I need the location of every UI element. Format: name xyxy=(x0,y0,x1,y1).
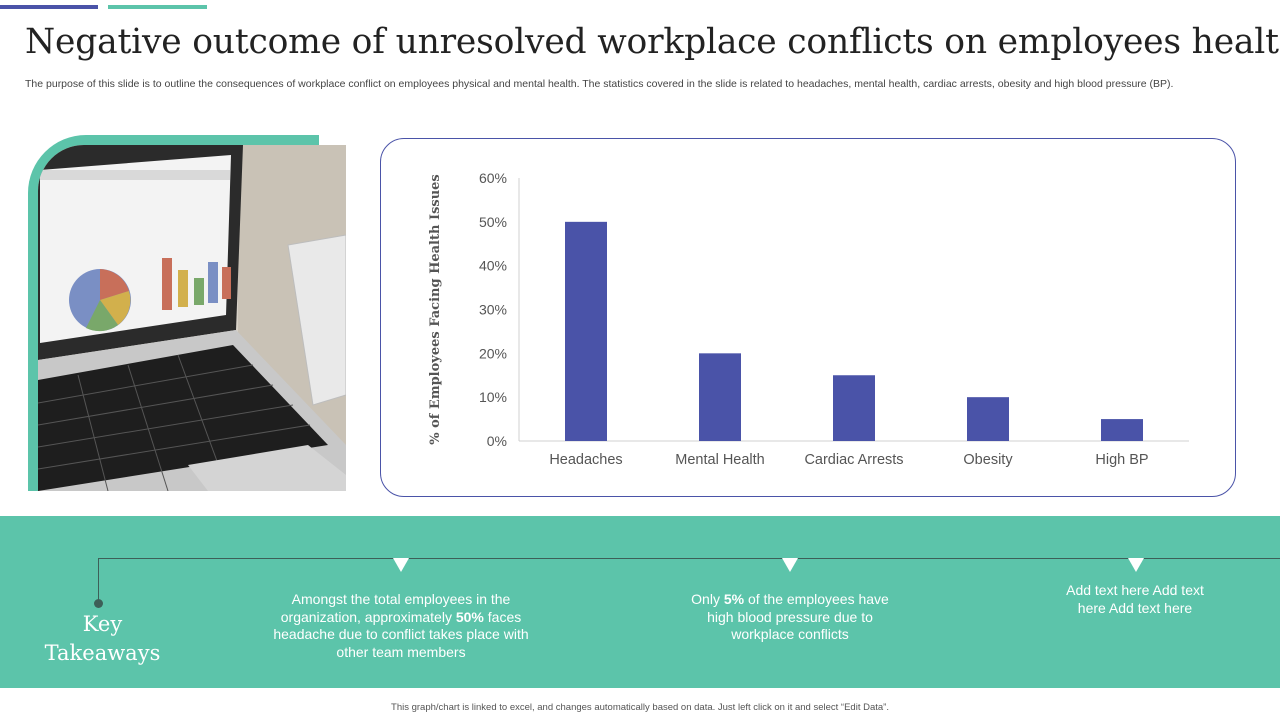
top-accent-line-blue xyxy=(0,5,98,9)
y-tick-label: 40% xyxy=(479,258,507,274)
takeaway-2: Only 5% of the employees have high blood… xyxy=(691,591,889,642)
takeaway-1: Amongst the total employees in the organ… xyxy=(273,591,529,660)
x-tick-label: Mental Health xyxy=(675,452,764,468)
y-tick-label: 10% xyxy=(479,389,507,405)
timeline-dot xyxy=(94,599,103,608)
y-tick-label: 30% xyxy=(479,302,507,318)
footer-note: This graph/chart is linked to excel, and… xyxy=(391,702,889,713)
y-tick-label: 0% xyxy=(487,433,507,449)
timeline-line xyxy=(98,558,1280,559)
x-tick-label: Obesity xyxy=(963,452,1013,468)
x-tick-label: Cardiac Arrests xyxy=(804,452,903,468)
bar-cardiac-arrests xyxy=(833,375,875,441)
timeline-marker-3 xyxy=(1128,558,1144,572)
bar-high-bp xyxy=(1101,419,1143,441)
x-tick-label: Headaches xyxy=(549,452,622,468)
top-accent-line-teal xyxy=(108,5,207,9)
y-tick-label: 20% xyxy=(479,345,507,361)
timeline-connector xyxy=(98,558,99,603)
y-axis-title: % of Employees Facing Health Issues xyxy=(428,174,443,445)
key-takeaways-heading: Key Takeaways xyxy=(44,612,161,665)
key-takeaways-band xyxy=(0,516,1280,688)
x-tick-label: High BP xyxy=(1095,452,1148,468)
timeline-marker-2 xyxy=(782,558,798,572)
bar-chart: 0% 10% 20% 30% 40% 50% 60% % of Employees Facin… xyxy=(428,170,1189,468)
page-title: Negative outcome of unresolved workplace… xyxy=(25,22,1280,62)
bar-headaches xyxy=(565,221,607,441)
bar-mental-health xyxy=(699,353,741,441)
chart-container: 0% 10% 20% 30% 40% 50% 60% % of Employees Facin… xyxy=(380,138,1236,497)
y-tick-label: 50% xyxy=(479,214,507,230)
laptop-photo xyxy=(38,145,346,491)
bar-obesity xyxy=(967,397,1009,441)
page-subtitle: The purpose of this slide is to outline … xyxy=(25,78,1174,90)
takeaway-3: Add text here Add text here Add text her… xyxy=(1066,582,1204,616)
timeline-marker-1 xyxy=(393,558,409,572)
y-tick-label: 60% xyxy=(479,170,507,186)
